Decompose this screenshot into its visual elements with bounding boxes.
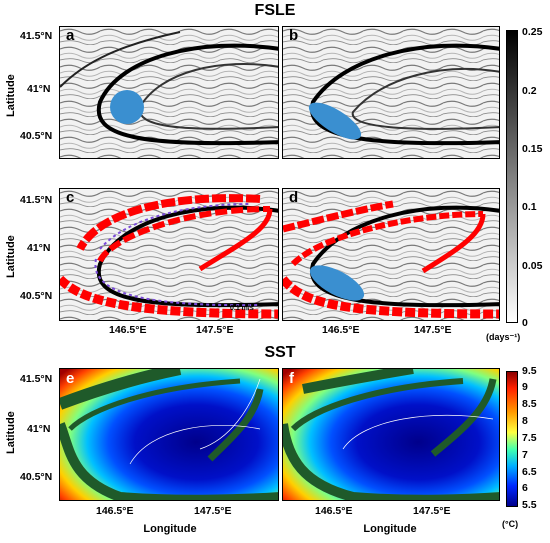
sst-cb-tick-2: 9 — [522, 381, 528, 393]
ylabel-row1: Latitude — [5, 74, 17, 117]
panel-c: c 0.1 m/s — [59, 188, 279, 321]
sst-title: SST — [264, 344, 296, 361]
xtick-c-2: 147.5°E — [196, 324, 234, 336]
xtick-c-1: 146.5°E — [109, 324, 147, 336]
ytick-r1-3: 40.5°N — [20, 130, 53, 142]
panel-label-d: d — [289, 189, 299, 206]
xtick-f-2: 147.5°E — [413, 505, 451, 517]
ytick-r1-2: 41°N — [27, 83, 51, 95]
eddy-patch-b — [308, 102, 362, 140]
fsle-cb-tick-1: 0.25 — [522, 26, 543, 38]
panel-label-c: c — [66, 189, 75, 206]
fsle-cb-tick-5: 0.05 — [522, 260, 543, 272]
panel-label-a: a — [66, 27, 75, 44]
sst-cb-unit: (°C) — [502, 519, 519, 529]
ytick-r2-1: 41.5°N — [20, 194, 53, 206]
fsle-cb-tick-6: 0 — [522, 317, 528, 329]
panel-label-f: f — [289, 370, 294, 387]
xlabel-f: Longitude — [363, 523, 417, 535]
xtick-e-2: 147.5°E — [194, 505, 232, 517]
fsle-map-d — [283, 189, 499, 320]
sst-cb-tick-9: 5.5 — [522, 499, 537, 511]
panel-e: e — [59, 368, 279, 501]
ytick-r3-1: 41.5°N — [20, 373, 53, 385]
xtick-f-1: 146.5°E — [315, 505, 353, 517]
ytick-r1-1: 41.5°N — [20, 30, 53, 42]
panel-d: d — [282, 188, 500, 321]
ytick-r3-3: 40.5°N — [20, 471, 53, 483]
panel-label-e: e — [66, 370, 75, 387]
fsle-map-c — [60, 189, 278, 320]
ytick-r2-3: 40.5°N — [20, 290, 53, 302]
fsle-cb-tick-4: 0.1 — [522, 201, 537, 213]
xtick-d-2: 147.5°E — [414, 324, 452, 336]
fsle-title: FSLE — [254, 2, 296, 19]
ylabel-row3: Latitude — [5, 411, 17, 454]
ytick-r2-2: 41°N — [27, 242, 51, 254]
fsle-cb-tick-3: 0.15 — [522, 143, 543, 155]
xtick-d-1: 146.5°E — [322, 324, 360, 336]
sst-colorbar — [506, 371, 518, 507]
sst-cb-tick-1: 9.5 — [522, 365, 537, 377]
sst-cb-tick-5: 7.5 — [522, 432, 537, 444]
fsle-colorbar — [506, 30, 518, 323]
sst-map-e — [60, 369, 278, 500]
xlabel-e: Longitude — [143, 523, 197, 535]
ylabel-row2: Latitude — [5, 235, 17, 278]
panel-f: f — [282, 368, 500, 501]
sst-cb-tick-3: 8.5 — [522, 398, 537, 410]
panel-b: b — [282, 26, 500, 159]
fsle-map-a — [60, 27, 278, 158]
sst-cb-tick-4: 8 — [522, 415, 528, 427]
fsle-cb-unit: (days⁻¹) — [486, 332, 521, 342]
ytick-r3-2: 41°N — [27, 423, 51, 435]
eddy-patch-d — [309, 265, 365, 301]
panel-a: a — [59, 26, 279, 159]
eddy-patch-a — [110, 90, 144, 124]
vector-scale-label: 0.1 m/s — [230, 305, 254, 312]
sst-cb-tick-7: 6.5 — [522, 466, 537, 478]
sst-cb-tick-8: 6 — [522, 482, 528, 494]
fsle-cb-tick-2: 0.2 — [522, 85, 537, 97]
sst-map-f — [283, 369, 499, 500]
fsle-map-b — [283, 27, 499, 158]
sst-cb-tick-6: 7 — [522, 449, 528, 461]
xtick-e-1: 146.5°E — [96, 505, 134, 517]
panel-label-b: b — [289, 27, 299, 44]
